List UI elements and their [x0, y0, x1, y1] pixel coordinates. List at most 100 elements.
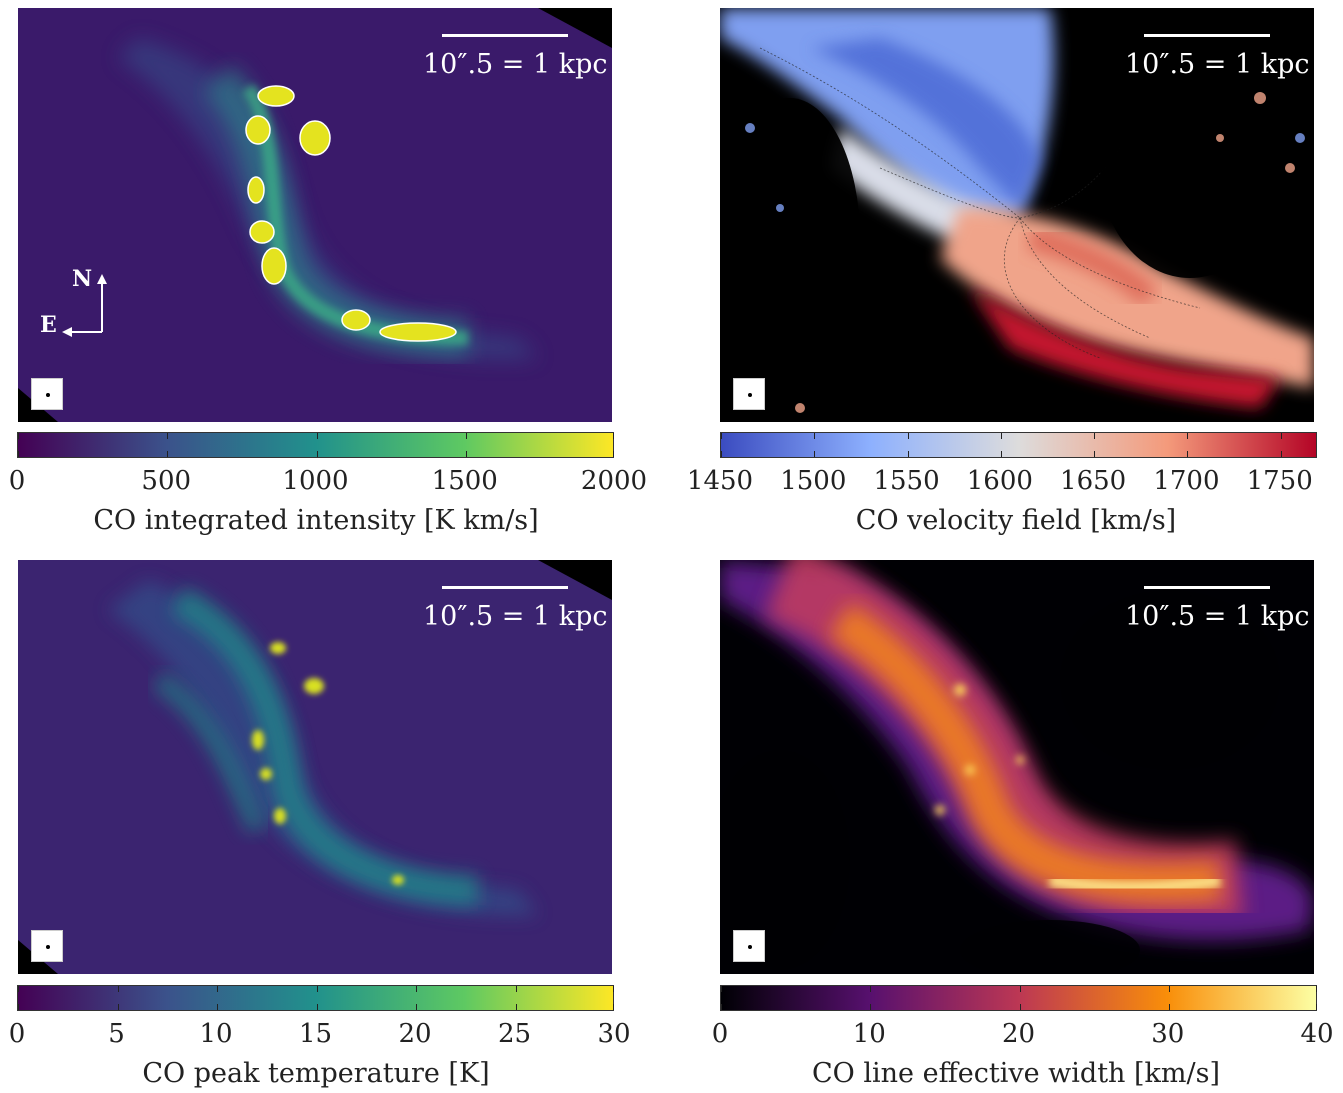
colorbar-tick-label: 500 — [141, 466, 192, 496]
colorbar-tick-label: 0 — [8, 1019, 26, 1049]
peak-temperature-image — [18, 560, 612, 974]
integrated-intensity-image — [18, 8, 612, 422]
colorbar-tick-mark — [1019, 1004, 1021, 1010]
scale-bar-label: 10″.5 = 1 kpc — [423, 601, 608, 632]
peak-temperature-ticks: 0 5 10 15 20 25 30 — [9, 1019, 631, 1049]
colorbar-tick-mark — [907, 451, 909, 457]
colorbar-tick-mark — [1280, 451, 1282, 457]
colorbar-tick-mark — [1019, 986, 1021, 992]
colorbar-tick-mark — [416, 986, 417, 992]
beam-marker — [31, 378, 63, 410]
colorbar-tick-mark — [1168, 1004, 1170, 1010]
colorbar-tick-mark — [1316, 1004, 1317, 1010]
colorbar-tick-mark — [721, 433, 722, 439]
colorbar-tick-label: 20 — [1001, 1019, 1036, 1049]
colorbar-tick-mark — [316, 1004, 318, 1010]
colorbar-tick-mark — [1316, 986, 1317, 992]
colorbar-tick-label: 25 — [497, 1019, 532, 1049]
colorbar-tick-label: 5 — [108, 1019, 125, 1049]
colorbar-tick-mark — [721, 1004, 722, 1010]
colorbar-tick-mark — [1187, 433, 1189, 439]
colorbar-tick-label: 1500 — [780, 466, 847, 496]
effective-width-ticks: 0 10 20 30 40 — [712, 1019, 1334, 1049]
effective-width-colorbar — [720, 985, 1317, 1011]
colorbar-tick-mark — [1094, 433, 1096, 439]
scale-bar — [442, 586, 568, 589]
colorbar-tick-mark — [117, 986, 119, 992]
colorbar-tick-mark — [465, 451, 467, 457]
colorbar-tick-mark — [613, 451, 614, 457]
colorbar-tick-mark — [1168, 986, 1170, 992]
beam-marker — [733, 930, 765, 962]
colorbar-tick-mark — [870, 986, 872, 992]
colorbar-tick-mark — [316, 986, 318, 992]
colorbar-tick-label: 20 — [398, 1019, 432, 1049]
colorbar-tick-label: 1450 — [686, 466, 754, 496]
colorbar-tick-mark — [613, 1004, 614, 1010]
colorbar-tick-mark — [1000, 433, 1002, 439]
compass-north-label: N — [72, 266, 93, 292]
colorbar-tick-mark — [814, 451, 816, 457]
colorbar-tick-mark — [316, 451, 318, 457]
velocity-field-map: 10″.5 = 1 kpc — [720, 8, 1314, 422]
scale-bar-label: 10″.5 = 1 kpc — [423, 49, 608, 80]
colorbar-tick-label: 0 — [8, 466, 26, 496]
colorbar-tick-mark — [814, 433, 816, 439]
colorbar-tick-label: 1600 — [966, 466, 1033, 496]
colorbar-tick-mark — [18, 1004, 19, 1010]
colorbar-tick-label: 10 — [199, 1019, 233, 1049]
colorbar-tick-mark — [613, 433, 614, 439]
colorbar-tick-mark — [613, 986, 614, 992]
effective-width-map: 10″.5 = 1 kpc — [720, 560, 1314, 974]
colorbar-tick-mark — [18, 433, 19, 439]
colorbar-tick-mark — [1094, 451, 1096, 457]
colorbar-tick-label: 1700 — [1153, 466, 1220, 496]
colorbar-tick-mark — [1187, 451, 1189, 457]
colorbar-tick-mark — [515, 986, 517, 992]
integrated-intensity-ticks: 0 500 1000 1500 2000 — [9, 466, 647, 496]
colorbar-tick-label: 1500 — [431, 466, 498, 496]
colorbar-tick-label: 15 — [298, 1019, 333, 1049]
effective-width-image — [720, 560, 1314, 974]
compass-east-label: E — [40, 312, 57, 338]
colorbar-tick-label: 1750 — [1246, 466, 1313, 496]
colorbar-tick-mark — [167, 451, 169, 457]
colorbar-tick-label: 1550 — [873, 466, 940, 496]
colorbar-tick-mark — [18, 451, 19, 457]
compass-arrows-icon — [62, 274, 107, 337]
colorbar-tick-label: 0 — [711, 1019, 729, 1049]
scale-bar — [1144, 586, 1270, 589]
scale-bar — [442, 34, 568, 37]
colorbar-tick-label: 40 — [1300, 1019, 1334, 1049]
colorbar-tick-mark — [167, 433, 169, 439]
integrated-intensity-colorbar-label: CO integrated intensity [K km/s] — [93, 505, 539, 536]
scale-bar-label: 10″.5 = 1 kpc — [1125, 49, 1310, 80]
colorbar-tick-mark — [416, 1004, 417, 1010]
colorbar-tick-mark — [465, 433, 467, 439]
beam-marker — [31, 930, 63, 962]
velocity-field-ticks: 1450 1500 1550 1600 1650 1700 1750 — [687, 466, 1317, 496]
integrated-intensity-colorbar — [17, 432, 614, 458]
colorbar-tick-mark — [217, 1004, 218, 1010]
scale-bar-label: 10″.5 = 1 kpc — [1125, 601, 1310, 632]
colorbar-tick-mark — [515, 1004, 517, 1010]
colorbar-tick-label: 30 — [597, 1019, 631, 1049]
colorbar-tick-mark — [316, 433, 318, 439]
colorbar-tick-mark — [117, 1004, 119, 1010]
colorbar-tick-mark — [721, 451, 722, 457]
velocity-field-colorbar-label: CO velocity field [km/s] — [855, 505, 1177, 536]
colorbar-tick-mark — [721, 986, 722, 992]
colorbar-tick-label: 1000 — [282, 466, 349, 496]
colorbar-tick-mark — [907, 433, 909, 439]
colorbar-tick-mark — [870, 1004, 872, 1010]
colorbar-tick-label: 1650 — [1060, 466, 1127, 496]
colorbar-tick-mark — [1280, 433, 1282, 439]
velocity-field-colorbar — [720, 432, 1317, 458]
velocity-field-image — [720, 8, 1314, 422]
colorbar-tick-mark — [1000, 451, 1002, 457]
beam-marker — [733, 378, 765, 410]
integrated-intensity-map: 10″.5 = 1 kpc N E — [18, 8, 612, 422]
peak-temperature-colorbar — [17, 985, 614, 1011]
colorbar-tick-mark — [18, 986, 19, 992]
scale-bar — [1144, 34, 1270, 37]
